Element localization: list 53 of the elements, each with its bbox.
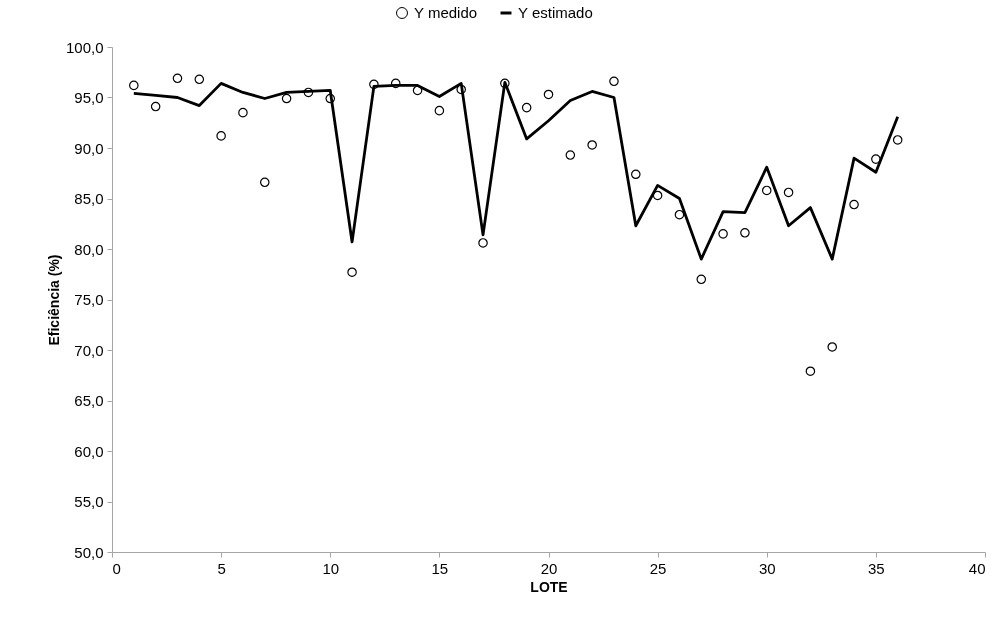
- point: [129, 80, 139, 91]
- y-tick-label: 75,0: [74, 291, 104, 308]
- point: [347, 267, 357, 277]
- y-tick-label: 70,0: [74, 341, 104, 359]
- legend-label: Y estimado: [518, 4, 593, 21]
- point: [871, 154, 881, 164]
- point: [761, 185, 772, 196]
- y-tick-label: 80,0: [74, 240, 104, 258]
- x-axis-title: LOTE: [530, 578, 568, 595]
- x-tick-label: 35: [868, 559, 885, 577]
- y-tick-label: 60,0: [74, 442, 104, 460]
- y-tick-label: 95,0: [74, 89, 104, 106]
- x-tick-label: 10: [322, 559, 340, 577]
- x-tick-label: 0: [112, 559, 121, 577]
- point: [238, 107, 248, 118]
- y-axis-title: Eficiência (%): [45, 254, 62, 346]
- point: [216, 131, 226, 141]
- point: [543, 89, 554, 100]
- point: [259, 177, 270, 188]
- x-tick-label: 25: [649, 559, 667, 577]
- legend-label: Y medido: [414, 4, 478, 21]
- y-tick-label: 100,0: [65, 38, 104, 56]
- point: [281, 93, 292, 104]
- point: [805, 366, 816, 376]
- point: [827, 342, 838, 352]
- y-tick-label: 55,0: [74, 493, 104, 510]
- point: [696, 274, 707, 285]
- point: [521, 102, 532, 113]
- point: [631, 169, 641, 180]
- point: [892, 135, 903, 145]
- point: [194, 74, 205, 85]
- x-tick-label: 20: [540, 559, 558, 577]
- x-tick-label: 5: [217, 559, 226, 577]
- x-tick-label: 40: [968, 559, 986, 577]
- point: [478, 238, 488, 248]
- x-tick-label: 15: [431, 559, 449, 577]
- point: [587, 140, 597, 150]
- point: [172, 73, 183, 84]
- point: [718, 229, 728, 239]
- x-tick-label: 30: [758, 559, 776, 577]
- y-tick-label: 85,0: [74, 190, 104, 207]
- y-tick-label: 65,0: [74, 392, 104, 409]
- point: [150, 101, 161, 112]
- point: [740, 228, 750, 238]
- point: [674, 209, 685, 220]
- point: [609, 76, 619, 87]
- point: [849, 199, 859, 210]
- point: [434, 105, 445, 116]
- y-tick-label: 90,0: [74, 139, 104, 157]
- point: [783, 187, 794, 198]
- line-series: [132, 80, 900, 261]
- point: [565, 150, 576, 160]
- y-tick-label: 50,0: [74, 543, 104, 561]
